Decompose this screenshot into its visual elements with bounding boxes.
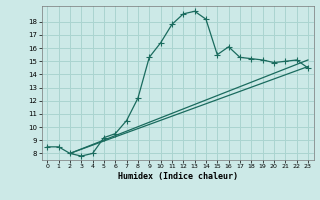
X-axis label: Humidex (Indice chaleur): Humidex (Indice chaleur) bbox=[118, 172, 237, 181]
